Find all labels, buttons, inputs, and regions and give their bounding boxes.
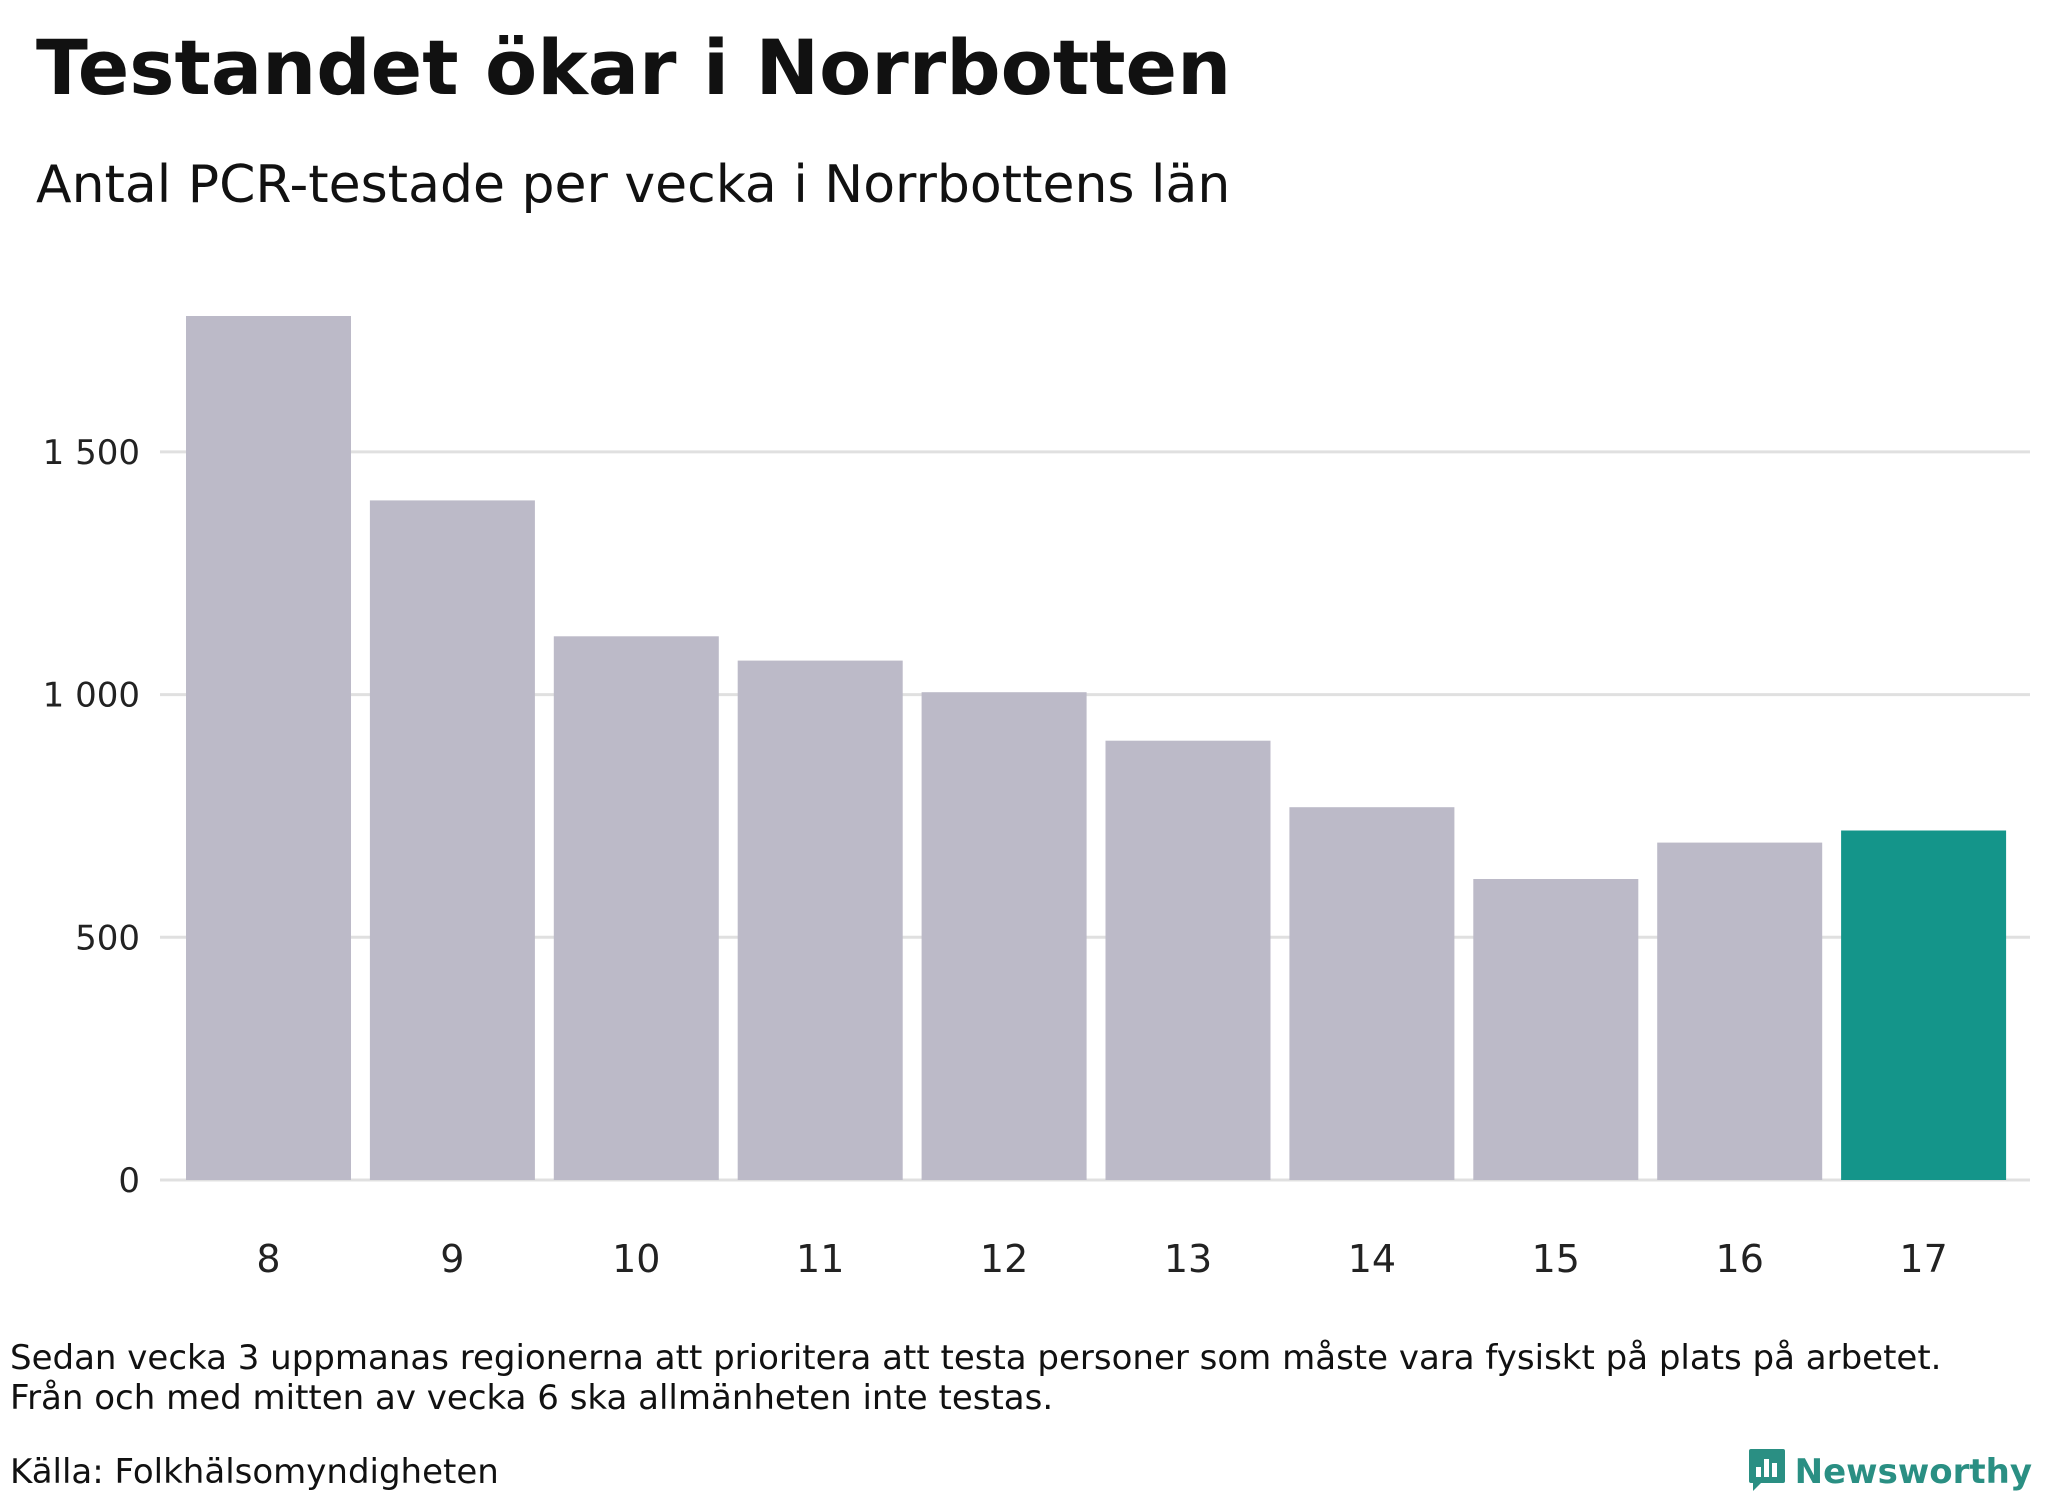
x-tick-label: 10	[612, 1237, 660, 1281]
y-tick-label: 1 000	[43, 676, 140, 716]
bar	[737, 660, 903, 1180]
brand-name: Newsworthy	[1794, 1452, 2032, 1492]
newsworthy-logo: Newsworthy	[1747, 1448, 2032, 1496]
x-tick-label: 8	[256, 1237, 280, 1281]
note-line-1: Sedan vecka 3 uppmanas regionerna att pr…	[10, 1338, 1942, 1378]
bar	[921, 692, 1087, 1180]
chart-title: Testandet ökar i Norrbotten	[36, 23, 1232, 112]
note-line-2: Från och med mitten av vecka 6 ska allmä…	[10, 1378, 1054, 1418]
bar-chart: 0 500 1 000 1 500 8 9 10 11 12 13 14 15 16 17	[43, 316, 2030, 1281]
x-tick-label: 9	[440, 1237, 464, 1281]
y-tick-label: 500	[75, 918, 140, 958]
bar	[186, 316, 351, 1180]
chart-notes: Sedan vecka 3 uppmanas regionerna att pr…	[10, 1338, 1941, 1418]
bar	[1657, 842, 1823, 1180]
x-tick-label: 12	[980, 1237, 1028, 1281]
bar	[369, 500, 535, 1180]
bar	[553, 636, 719, 1180]
bar	[1841, 830, 2007, 1180]
y-tick-label: 0	[118, 1161, 140, 1201]
x-tick-label: 15	[1532, 1237, 1580, 1281]
chart-subtitle: Antal PCR-testade per vecka i Norrbotten…	[36, 155, 1231, 215]
bar-chart-speech-bubble-icon	[1747, 1447, 1787, 1497]
bar	[1105, 740, 1271, 1180]
x-tick-label: 16	[1716, 1237, 1764, 1281]
x-tick-label: 11	[796, 1237, 844, 1281]
x-tick-label: 13	[1164, 1237, 1212, 1281]
source-label: Källa: Folkhälsomyndigheten	[10, 1452, 499, 1492]
y-tick-label: 1 500	[43, 433, 140, 473]
bar	[1289, 807, 1455, 1180]
x-tick-label: 17	[1899, 1237, 1947, 1281]
bar	[1473, 879, 1639, 1180]
x-tick-label: 14	[1348, 1237, 1396, 1281]
